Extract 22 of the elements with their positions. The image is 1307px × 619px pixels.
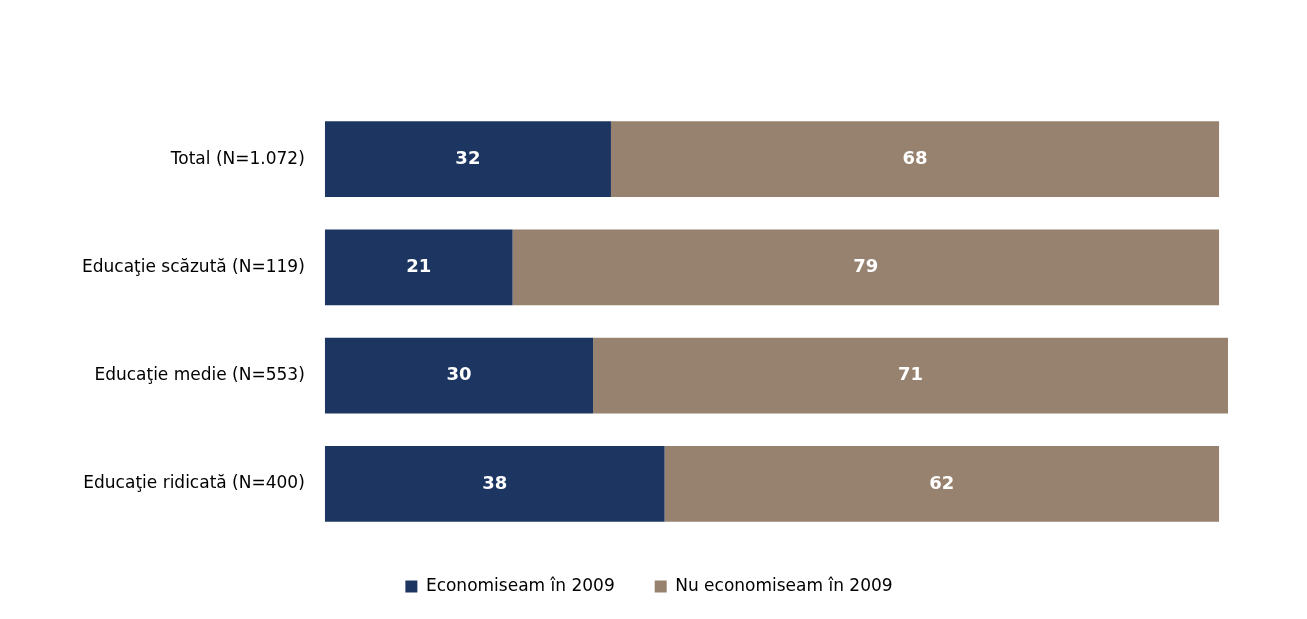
legend-label: Nu economiseam în 2009: [675, 574, 893, 595]
data-label: 68: [902, 146, 928, 168]
data-label: 21: [406, 255, 432, 277]
bar: [324, 229, 513, 306]
bar: [664, 445, 1220, 522]
bar: [593, 337, 1228, 414]
bar: [324, 337, 594, 414]
data-label: 38: [482, 471, 508, 493]
y-tick-label: Educaţie ridicată (N=400): [83, 472, 305, 493]
bar: [324, 121, 611, 198]
data-label: 79: [853, 255, 879, 277]
bar: [324, 445, 665, 522]
legend-label: Economiseam în 2009: [425, 574, 615, 595]
y-tick-label: Total (N=1.072): [169, 147, 305, 168]
data-label: 62: [929, 471, 955, 493]
data-label: 71: [898, 363, 924, 385]
y-tick-label: Educaţie scăzută (N=119): [81, 255, 305, 276]
bar: [610, 121, 1220, 198]
data-label: 32: [455, 146, 481, 168]
bar: [512, 229, 1220, 306]
data-label: 30: [446, 363, 472, 385]
y-tick-label: Educaţie medie (N=553): [94, 364, 305, 385]
